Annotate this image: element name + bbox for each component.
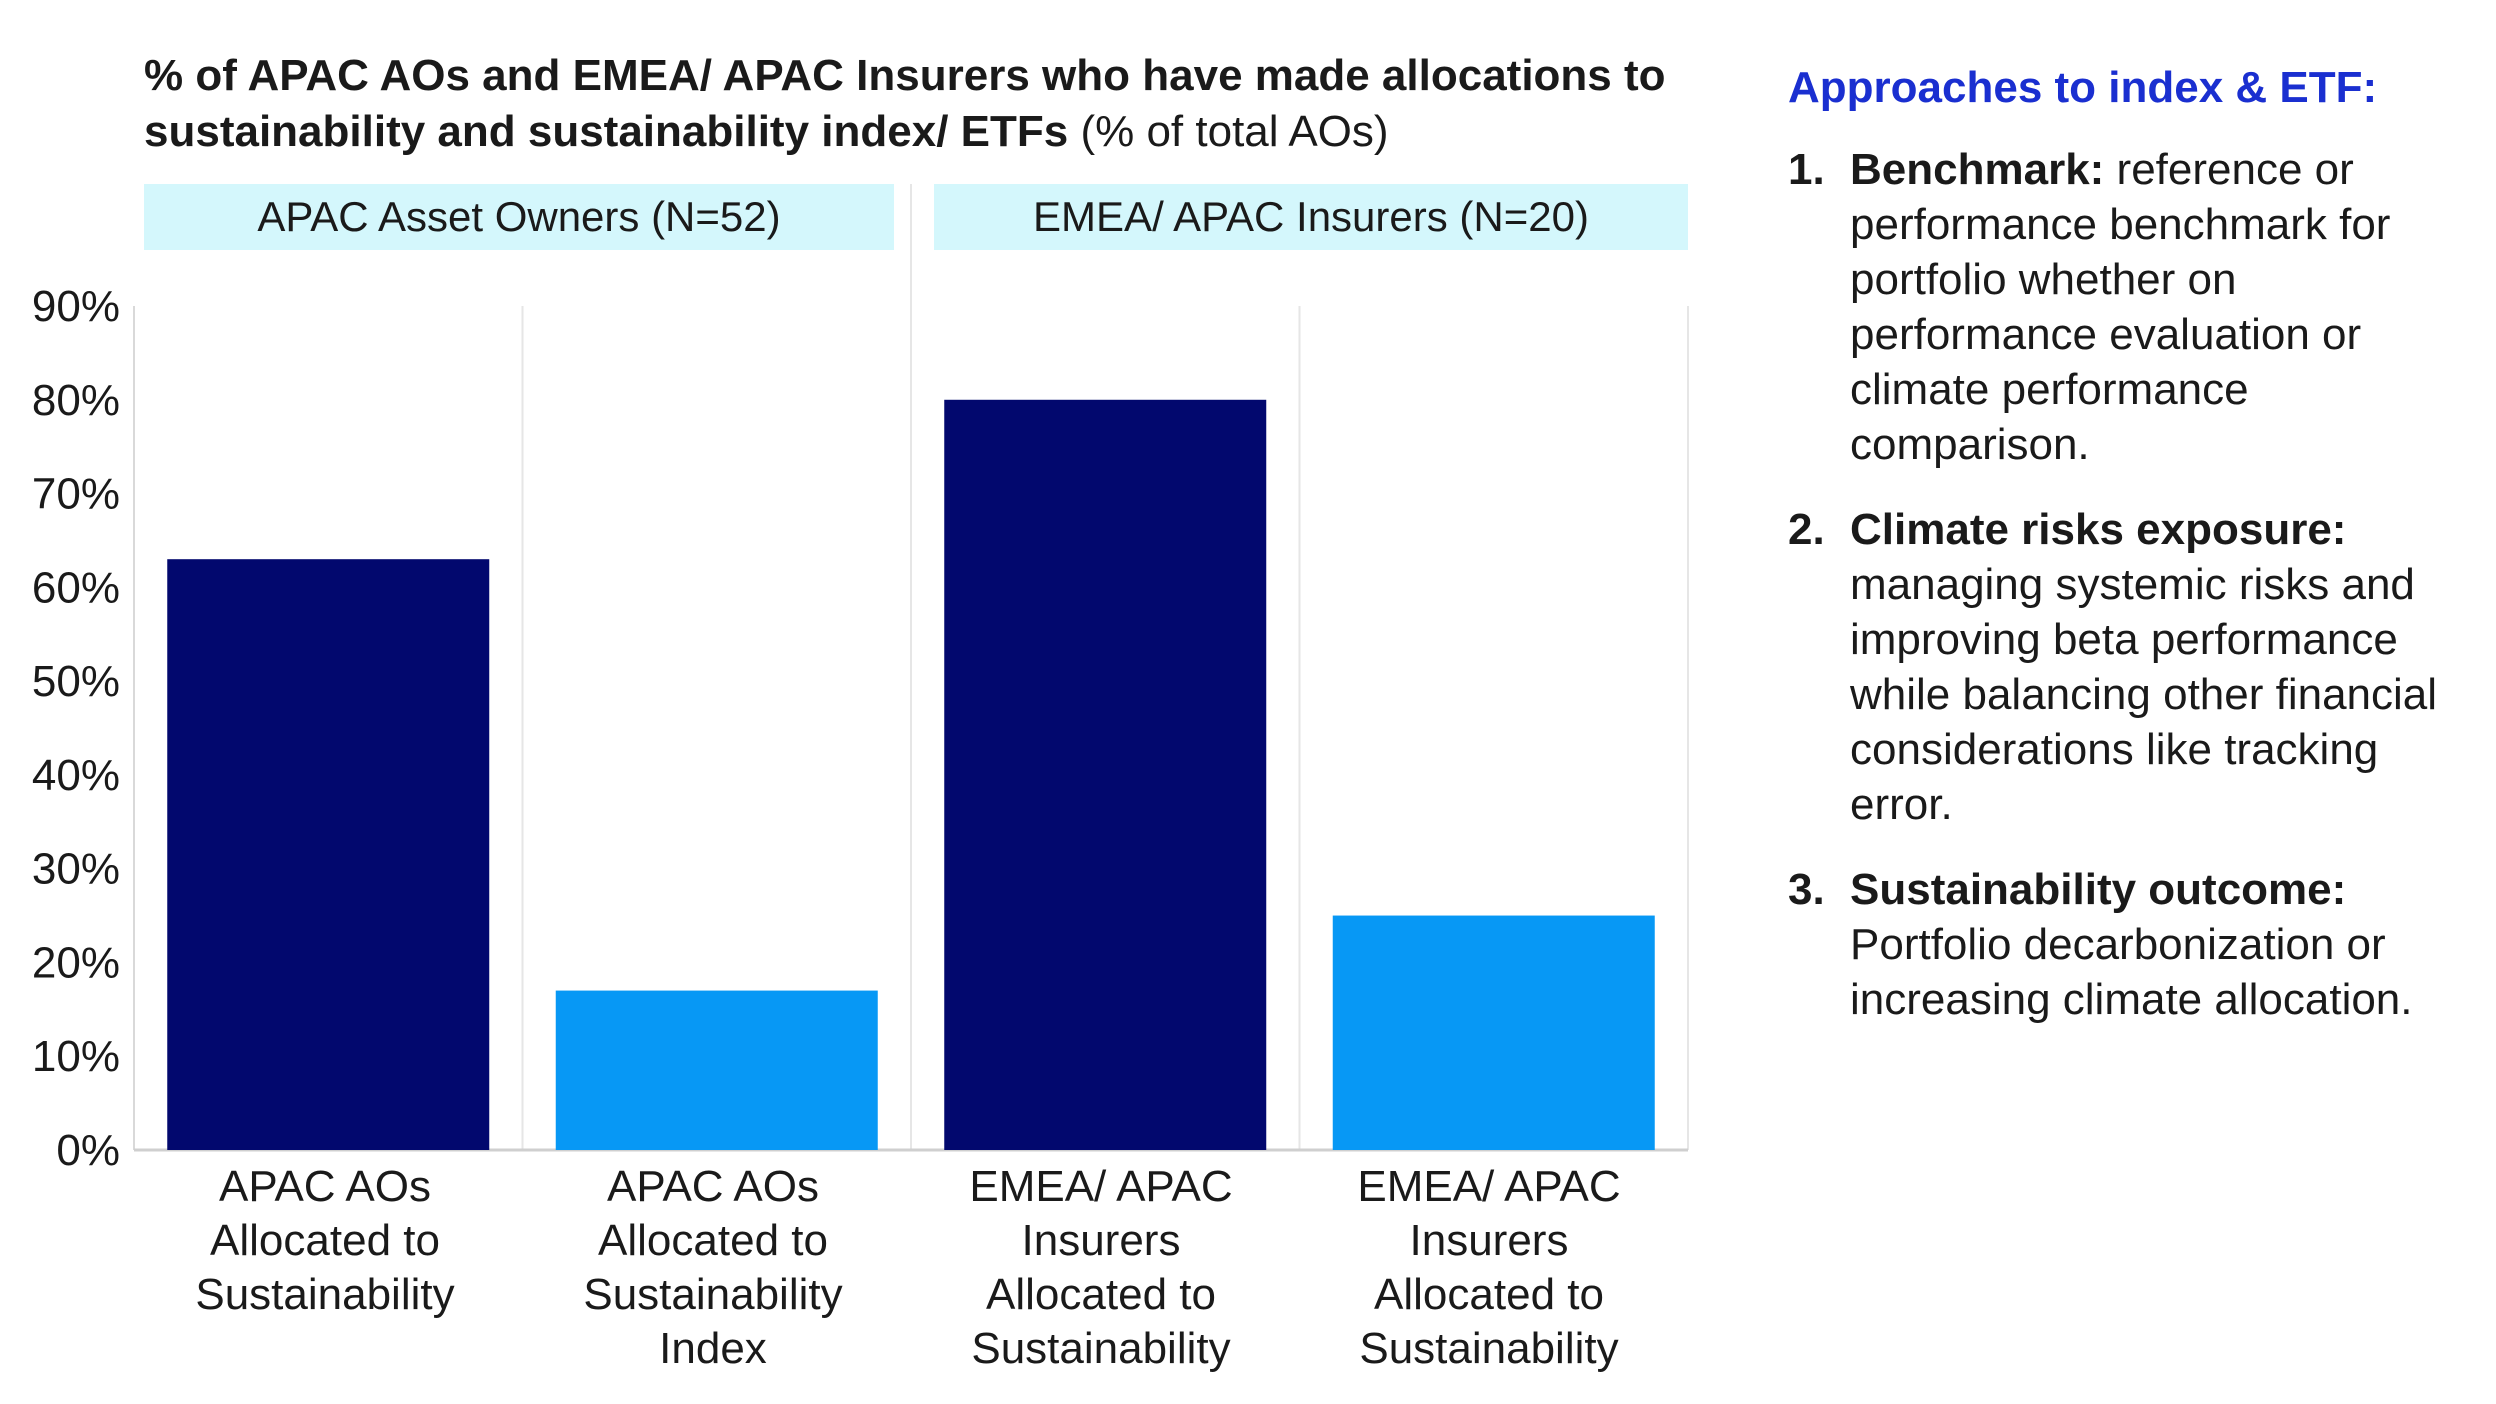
approach-item-climate-risks: 2. Climate risks exposure: managing syst… [1788, 502, 2478, 832]
bar [1332, 915, 1655, 1150]
y-tick-label: 10% [32, 1032, 120, 1081]
chart-title-suffix: (% of total AOs) [1080, 107, 1389, 156]
category-label-2: APAC AOs Allocated to Sustainability Ind… [583, 1162, 843, 1373]
y-tick-label: 20% [32, 938, 120, 987]
bar [555, 990, 878, 1150]
category-label-3: EMEA/ APAC Insurers Allocated to Sustain… [969, 1162, 1233, 1373]
bar [944, 399, 1267, 1150]
approaches-panel: Approaches to index & ETF: 1. Benchmark:… [1788, 60, 2478, 1057]
approach-item-benchmark: 1. Benchmark: reference or performance b… [1788, 142, 2478, 472]
y-tick-label: 30% [32, 845, 120, 894]
approach-title: Sustainability outcome: [1850, 865, 2347, 914]
category-label-1: APAC AOs Allocated to Sustainability [195, 1162, 455, 1319]
y-tick-label: 40% [32, 751, 120, 800]
y-tick-label: 0% [56, 1126, 120, 1175]
approach-text: managing systemic risks and improving be… [1850, 560, 2438, 829]
chart-title-main: % of APAC AOs and EMEA/ APAC Insurers wh… [144, 51, 1666, 156]
approach-number: 2. [1788, 505, 1825, 554]
approach-number: 1. [1788, 145, 1825, 194]
y-tick-label: 50% [32, 657, 120, 706]
group-header-apac-asset-owners: APAC Asset Owners (N=52) [144, 184, 894, 250]
approaches-title: Approaches to index & ETF: [1788, 63, 2378, 112]
category-label-4: EMEA/ APAC Insurers Allocated to Sustain… [1357, 1162, 1621, 1373]
bar [167, 559, 490, 1150]
y-tick-label: 70% [32, 470, 120, 519]
approach-title: Climate risks exposure: [1850, 505, 2347, 554]
y-tick-label: 90% [32, 282, 120, 331]
approach-title: Benchmark: [1850, 145, 2105, 194]
group-header-emea-apac-insurers: EMEA/ APAC Insurers (N=20) [934, 184, 1688, 250]
y-tick-label: 80% [32, 376, 120, 425]
approach-text: reference or performance benchmark for p… [1850, 145, 2391, 469]
chart-title: % of APAC AOs and EMEA/ APAC Insurers wh… [144, 48, 1704, 160]
approach-number: 3. [1788, 865, 1825, 914]
approach-text: Portfolio decarbonization or increasing … [1850, 920, 2413, 1024]
approach-item-sustainability-outcome: 3. Sustainability outcome: Portfolio dec… [1788, 862, 2478, 1027]
y-tick-label: 60% [32, 563, 120, 612]
